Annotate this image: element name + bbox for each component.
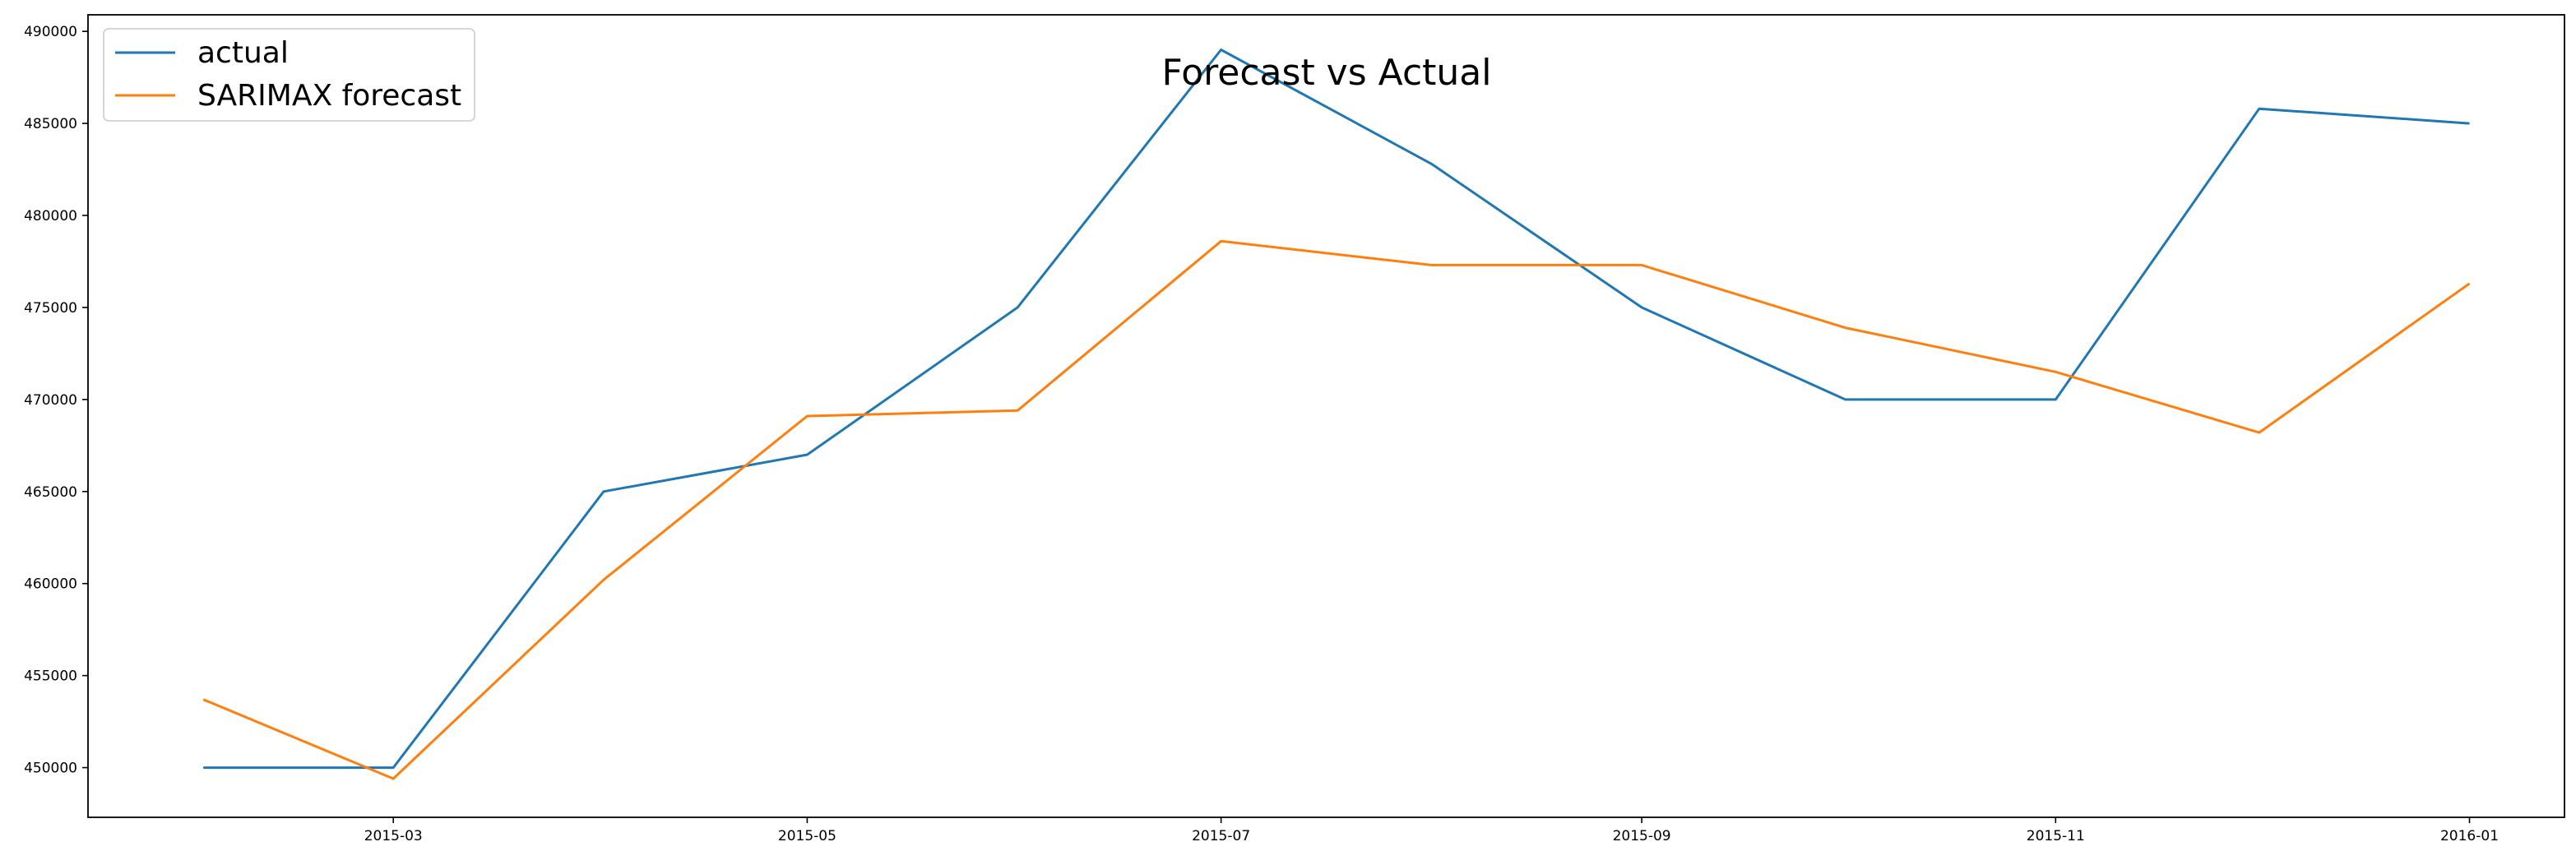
y-tick-label: 490000 xyxy=(24,24,77,40)
x-tick-label: 2015-05 xyxy=(778,828,836,844)
y-tick-label: 485000 xyxy=(24,116,77,132)
x-tick-label: 2015-03 xyxy=(364,828,423,844)
series-layer xyxy=(202,49,2471,780)
x-tick-label: 2015-11 xyxy=(2027,828,2085,844)
y-tick-label: 465000 xyxy=(24,484,77,501)
series-line-forecast xyxy=(202,239,2471,780)
legend: actual SARIMAX forecast xyxy=(103,28,475,122)
y-tick-label: 455000 xyxy=(24,668,77,685)
legend-label: actual xyxy=(197,36,289,70)
x-axis: 2015-03 2015-05 2015-07 2015-09 2015-11 2016-… xyxy=(364,817,2499,844)
y-tick-label: 470000 xyxy=(24,392,77,409)
x-tick-label: 2015-07 xyxy=(1192,828,1250,844)
x-tick-label: 2016-01 xyxy=(2440,828,2499,844)
x-tick-label: 2015-09 xyxy=(1613,828,1671,844)
chart-title: Forecast vs Actual xyxy=(1162,52,1492,94)
y-tick-label: 460000 xyxy=(24,576,77,593)
series-line-actual xyxy=(203,49,2470,770)
y-tick-label: 450000 xyxy=(24,761,77,777)
legend-label: SARIMAX forecast xyxy=(197,79,461,113)
plot-frame xyxy=(87,14,2565,818)
y-tick-label: 475000 xyxy=(24,300,77,317)
y-tick-label: 480000 xyxy=(24,208,77,224)
y-axis: 450000 455000 460000 465000 470000 475000 4800… xyxy=(24,24,88,777)
legend-box xyxy=(103,28,475,122)
